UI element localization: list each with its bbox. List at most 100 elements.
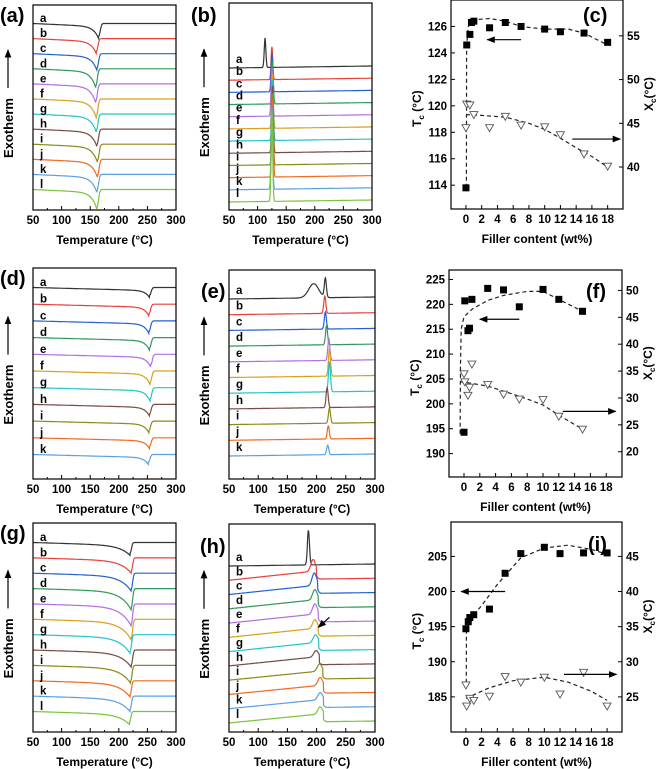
dsc-curve-k — [229, 692, 375, 710]
curve-label: b — [40, 28, 47, 40]
label-main: T — [410, 641, 424, 649]
plot-frame — [32, 522, 177, 733]
curve-label: b — [236, 566, 243, 578]
curve-label: e — [40, 344, 46, 356]
x-tick-label: 50 — [27, 484, 40, 496]
x-tick-label: 150 — [81, 215, 100, 227]
dsc-curve-g — [33, 113, 176, 133]
data-point-tc — [555, 295, 563, 303]
x-tick-label: 150 — [277, 215, 296, 227]
y-right-tick-label: 25 — [626, 420, 639, 432]
curve-label: j — [39, 670, 43, 682]
x-tick-label: 50 — [27, 215, 40, 227]
data-point-tc — [460, 428, 468, 436]
label-sub: c — [648, 620, 657, 625]
dsc-curve-f — [33, 618, 176, 642]
data-point-tc — [466, 614, 474, 622]
dsc-curve-b — [33, 303, 176, 318]
panel-label: (f) — [586, 281, 606, 303]
dsc-curve-h — [33, 403, 176, 418]
dsc-curve-i — [33, 143, 176, 163]
x-tick-label: 8 — [526, 214, 533, 226]
y-axis-label: Exotherm — [197, 619, 212, 679]
curve-label: d — [40, 578, 47, 590]
curve-label: k — [40, 686, 47, 698]
dsc-curve-j — [33, 437, 176, 451]
dsc-curve-i — [229, 663, 375, 681]
dsc-curve-i — [33, 420, 176, 435]
annotation-arrow-icon — [317, 616, 330, 628]
x-tick-label: 0 — [463, 214, 469, 226]
curves — [229, 37, 372, 203]
curve-label: c — [40, 310, 47, 322]
y-left-axis-label: Tc (°C) — [410, 90, 426, 127]
curve-label: h — [236, 395, 243, 407]
dsc-curve-d — [33, 588, 176, 612]
dsc-curve-g — [33, 634, 176, 655]
dsc-curve-k — [229, 105, 372, 191]
y-left-tick-label: 116 — [428, 154, 447, 166]
plot-frame — [228, 269, 376, 480]
curve-label: h — [236, 652, 243, 664]
panel-label: (a) — [0, 5, 24, 27]
dsc-curve-l — [33, 188, 176, 210]
dsc-curve-g — [33, 387, 176, 404]
x-tick-label: 100 — [52, 215, 71, 227]
y-left-tick-label: 120 — [428, 101, 447, 113]
data-point-tc — [464, 618, 472, 626]
curve-label: g — [40, 624, 47, 636]
y-axis-label: Exotherm — [197, 365, 212, 425]
dsc-curve-h — [229, 650, 375, 667]
y-left-tick-label: 215 — [426, 324, 446, 336]
data-point-tc — [462, 625, 470, 633]
data-point-xc — [579, 150, 589, 159]
data-point-xc — [468, 696, 479, 706]
panel-g: (g) 50 100 150 200 250 300 Temperature (°C) Exot… — [0, 522, 186, 769]
data-point-tc — [556, 550, 564, 558]
dsc-curve-f — [229, 348, 375, 379]
data-point-tc — [556, 28, 564, 36]
dsc-curve-a — [33, 541, 176, 557]
plot-area — [461, 543, 612, 711]
dsc-curve-i — [229, 93, 372, 167]
x-tick-label: 250 — [138, 737, 157, 749]
trend-line-left — [465, 544, 608, 683]
x-tick-label: 200 — [307, 484, 326, 496]
y-left-tick-label: 205 — [426, 374, 446, 386]
curve-label: b — [236, 66, 243, 78]
curve-label: d — [236, 595, 243, 607]
data-point-xc — [498, 390, 509, 400]
x-tick-label: 250 — [336, 737, 355, 749]
curves — [33, 286, 176, 467]
panel-label: (e) — [201, 281, 225, 303]
data-point-tc — [604, 38, 612, 46]
y-left-tick-label: 200 — [426, 399, 445, 411]
curve-label: e — [236, 103, 242, 115]
x-tick-label: 2 — [477, 482, 483, 494]
panel-a: (a) 50 100 150 200 250 300 Temperature (°C) Exot… — [0, 4, 186, 247]
data-point-tc — [603, 549, 611, 557]
data-point-xc — [484, 124, 495, 133]
data-point-tc — [485, 605, 493, 613]
curve-label: c — [236, 78, 243, 90]
curve-label: j — [39, 149, 43, 161]
dsc-curve-g — [229, 79, 372, 142]
data-point-xc — [500, 673, 510, 682]
x-tick-label: 4 — [494, 214, 501, 226]
data-point-xc — [602, 702, 612, 711]
x-tick-label: 8 — [525, 737, 532, 749]
y-right-tick-label: 45 — [627, 118, 640, 130]
curve-label: i — [236, 151, 239, 163]
x-tick-label: 200 — [305, 215, 324, 227]
x-tick-label: 16 — [586, 214, 599, 226]
curve-label: h — [40, 119, 47, 131]
trend-line-left — [459, 290, 583, 434]
y-right-tick-label: 55 — [627, 31, 640, 43]
dsc-curve-i — [229, 406, 375, 426]
x-tick-label: 100 — [248, 215, 267, 227]
x-tick-label: 50 — [223, 215, 236, 227]
x-tick-label: 12 — [554, 214, 567, 226]
curve-label: j — [39, 427, 43, 439]
curve-label: c — [236, 316, 243, 328]
